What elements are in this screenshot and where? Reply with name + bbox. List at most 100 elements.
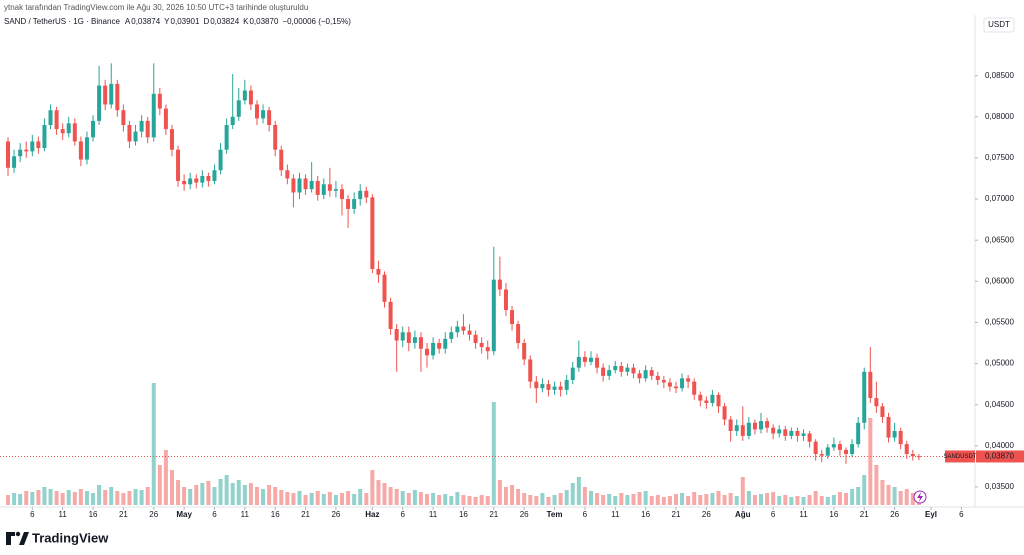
- last-price-tag: [976, 450, 1024, 463]
- candle-body: [868, 371, 873, 399]
- legend-text: 0,03870: [249, 17, 278, 26]
- volume-bar: [400, 491, 405, 505]
- volume-bar: [704, 494, 709, 505]
- candle-body: [133, 131, 138, 142]
- candle-body: [412, 337, 417, 343]
- volume-bar: [54, 491, 59, 505]
- volume-bar: [528, 495, 533, 505]
- x-tick-label: 21: [301, 510, 310, 519]
- currency[interactable]: USDT: [988, 20, 1010, 29]
- volume-bar: [455, 492, 460, 505]
- volume-bar: [910, 493, 915, 505]
- x-tick-label: 21: [860, 510, 869, 519]
- volume-bar: [72, 492, 77, 505]
- candle-body: [643, 370, 648, 379]
- x-tick-label: 16: [829, 510, 838, 519]
- volume-bar: [303, 495, 308, 505]
- legend-text: 0,03874: [131, 17, 160, 26]
- legend-text: D: [203, 17, 209, 26]
- candle-body: [236, 100, 241, 117]
- candle-body: [230, 116, 235, 126]
- candle-body: [534, 381, 539, 389]
- candle-body: [315, 180, 320, 195]
- candle-body: [546, 384, 551, 390]
- volume-bar: [121, 493, 126, 505]
- x-tick-label: 26: [890, 510, 899, 519]
- candle-body: [461, 326, 466, 331]
- candle-body: [649, 370, 654, 376]
- y-tick-label: 0,05500: [985, 318, 1014, 327]
- x-tick-label: 11: [59, 510, 68, 519]
- x-tick-label: Eyl: [925, 510, 937, 519]
- x-tick-label: 11: [611, 510, 620, 519]
- currency-box[interactable]: [983, 17, 1015, 33]
- volume-bar: [892, 487, 897, 505]
- volume-bar: [601, 495, 606, 505]
- volume-bar: [200, 483, 205, 505]
- candle-body: [321, 184, 326, 195]
- candle-body: [431, 342, 436, 356]
- volume-bar: [898, 491, 903, 505]
- candle-body: [874, 398, 879, 407]
- volume-bar: [740, 477, 745, 505]
- candle-body: [115, 83, 120, 111]
- candle-body: [370, 197, 375, 269]
- candle-body: [807, 433, 812, 442]
- candle-body: [151, 93, 156, 138]
- volume-bar: [443, 494, 448, 505]
- volume-bar: [449, 496, 454, 505]
- volume-bar: [698, 495, 703, 505]
- volume-bar: [321, 494, 326, 505]
- candle-body: [78, 141, 83, 160]
- candle-body: [752, 422, 757, 430]
- volume-bar: [24, 491, 29, 505]
- legend-text: −0,00006 (−0,15%): [282, 17, 351, 26]
- candle-body: [297, 178, 302, 193]
- candle-body: [510, 310, 515, 325]
- volume-bar: [576, 477, 581, 505]
- legend-text: K: [243, 17, 249, 26]
- volume-bar: [807, 495, 812, 505]
- candle-body: [582, 356, 587, 362]
- candle-body: [206, 176, 211, 181]
- x-tick-label: 26: [702, 510, 711, 519]
- candle-body: [771, 427, 776, 434]
- volume-bar: [710, 493, 715, 505]
- candle-body: [224, 125, 229, 150]
- x-tick-label: 26: [331, 510, 340, 519]
- legend-text: A: [125, 17, 131, 26]
- x-tick-label: 11: [799, 510, 808, 519]
- volume-bar: [115, 491, 120, 505]
- candle-body: [254, 104, 259, 119]
- brand: TradingView: [32, 530, 109, 545]
- volume-bar: [467, 496, 472, 505]
- volume-bar: [837, 492, 842, 505]
- candle-body: [619, 366, 624, 372]
- candle-body: [625, 367, 630, 372]
- volume-bar: [333, 495, 338, 505]
- x-tick-label: 16: [641, 510, 650, 519]
- volume-bar: [340, 493, 345, 505]
- candle-body: [194, 178, 199, 183]
- volume-bar: [176, 480, 181, 505]
- candle-body: [570, 367, 575, 380]
- event-bolt: [917, 492, 923, 502]
- candle-body: [24, 149, 29, 152]
- candle-body: [777, 429, 782, 434]
- candle-body: [103, 85, 108, 105]
- candle-body: [388, 301, 393, 329]
- candle-body: [382, 274, 387, 302]
- volume-bar: [503, 487, 508, 505]
- volume-bar: [862, 475, 867, 505]
- x-tick-label: May: [176, 510, 192, 519]
- volume-bar: [686, 496, 691, 505]
- candle-body: [886, 416, 891, 438]
- candle-body: [716, 394, 721, 407]
- candle-body: [212, 170, 217, 181]
- volume-bar: [279, 490, 284, 505]
- candle-body: [722, 406, 727, 420]
- candle-body: [734, 425, 739, 431]
- volume-bar: [637, 492, 642, 505]
- candle-body: [595, 357, 600, 368]
- candle-body: [856, 422, 861, 445]
